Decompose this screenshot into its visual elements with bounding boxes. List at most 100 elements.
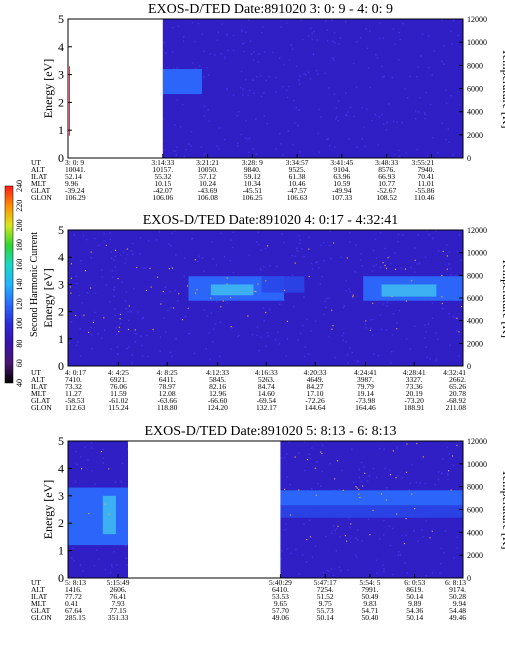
- noise-pixel: [305, 74, 307, 76]
- noise-pixel: [209, 358, 211, 360]
- noise-pixel: [249, 40, 252, 42]
- noise-pixel: [310, 262, 313, 265]
- orbit-cell: 12.08: [159, 389, 176, 398]
- noise-pixel: [162, 93, 165, 95]
- noise-pixel: [110, 348, 112, 350]
- noise-pixel: [82, 234, 85, 237]
- orbit-cell: 8576.: [378, 165, 395, 174]
- orbit-cell: -68.92: [447, 396, 467, 405]
- noise-pixel: [175, 337, 177, 340]
- noise-pixel: [419, 262, 421, 264]
- noise-pixel: [317, 73, 319, 75]
- noise-pixel: [316, 261, 318, 263]
- temperature-point: [150, 286, 152, 288]
- noise-pixel: [169, 290, 171, 293]
- temperature-point: [134, 329, 136, 331]
- orbit-cell: 9104.: [333, 165, 350, 174]
- y2-tick-label: 6000: [467, 506, 483, 515]
- noise-pixel: [330, 568, 333, 570]
- temperature-point: [461, 306, 463, 308]
- orbit-cell: -69.54: [257, 396, 277, 405]
- noise-pixel: [240, 70, 243, 73]
- noise-pixel: [417, 66, 419, 68]
- y2-tick-label: 8000: [467, 61, 483, 70]
- temperature-point: [451, 455, 454, 457]
- colorbar-tick-label: 100: [15, 318, 24, 330]
- orbit-cell: 10157.: [152, 165, 173, 174]
- noise-pixel: [127, 311, 129, 313]
- noise-pixel: [437, 151, 439, 154]
- noise-pixel: [199, 65, 201, 67]
- temperature-point: [69, 286, 72, 288]
- noise-pixel: [383, 519, 385, 522]
- noise-pixel: [211, 300, 213, 302]
- orbit-row-label: UT: [31, 368, 41, 377]
- orbit-cell: 50.14: [406, 613, 423, 622]
- orbit-cell: 112.63: [65, 403, 86, 412]
- noise-pixel: [331, 532, 333, 534]
- orbit-cell: 10050.: [197, 165, 218, 174]
- noise-pixel: [383, 570, 385, 572]
- noise-pixel: [337, 100, 340, 102]
- temperature-point: [456, 317, 458, 319]
- noise-pixel: [198, 255, 200, 258]
- noise-pixel: [435, 332, 437, 334]
- noise-pixel: [183, 35, 185, 38]
- chart-title: EXOS-D/TED Date:891020 4: 0:17 - 4:32:41: [143, 213, 398, 228]
- noise-pixel: [90, 334, 93, 336]
- noise-pixel: [342, 332, 345, 334]
- noise-pixel: [348, 288, 350, 290]
- flux-feature: [381, 284, 437, 297]
- orbit-cell: 50.28: [449, 592, 466, 601]
- noise-pixel: [125, 557, 128, 560]
- temperature-point: [372, 302, 374, 304]
- noise-pixel: [360, 461, 363, 464]
- orbit-cell: 2662.: [449, 375, 466, 384]
- orbit-cell: 53.53: [272, 592, 289, 601]
- noise-pixel: [216, 145, 218, 147]
- y-tick-label: 1: [58, 332, 64, 346]
- temperature-point: [387, 257, 389, 259]
- noise-pixel: [171, 51, 174, 53]
- noise-pixel: [396, 121, 398, 123]
- orbit-cell: 10.15: [154, 179, 171, 188]
- noise-pixel: [376, 476, 378, 479]
- noise-pixel: [371, 119, 373, 122]
- noise-pixel: [313, 30, 315, 33]
- noise-pixel: [351, 351, 353, 354]
- noise-pixel: [382, 37, 384, 39]
- noise-pixel: [334, 146, 336, 148]
- noise-pixel: [360, 480, 362, 483]
- temperature-point: [446, 268, 448, 270]
- noise-pixel: [448, 141, 450, 143]
- noise-pixel: [260, 249, 262, 251]
- temperature-point: [103, 317, 105, 319]
- noise-pixel: [345, 114, 347, 116]
- temperature-point: [226, 277, 228, 279]
- noise-pixel: [207, 300, 210, 302]
- noise-pixel: [321, 275, 323, 278]
- temperature-point: [385, 499, 387, 501]
- noise-pixel: [334, 42, 336, 44]
- noise-pixel: [431, 317, 434, 320]
- noise-pixel: [311, 447, 313, 449]
- orbit-cell: 106.06: [152, 193, 173, 202]
- orbit-cell: 5263.: [258, 375, 275, 384]
- noise-pixel: [351, 448, 353, 451]
- noise-pixel: [425, 330, 427, 333]
- noise-pixel: [396, 447, 398, 449]
- noise-pixel: [366, 108, 368, 110]
- noise-pixel: [137, 311, 139, 313]
- orbit-row-label: GLAT: [31, 396, 51, 405]
- noise-pixel: [385, 128, 388, 131]
- y2-axis-label: Temperature [K]: [500, 469, 505, 549]
- noise-pixel: [203, 50, 206, 53]
- temperature-point: [128, 305, 130, 307]
- noise-pixel: [113, 259, 115, 261]
- orbit-cell: 3327.: [406, 375, 423, 384]
- noise-pixel: [207, 109, 209, 111]
- temperature-point: [442, 250, 444, 253]
- orbit-cell: 9.75: [319, 599, 332, 608]
- noise-pixel: [245, 79, 247, 81]
- noise-pixel: [385, 329, 388, 331]
